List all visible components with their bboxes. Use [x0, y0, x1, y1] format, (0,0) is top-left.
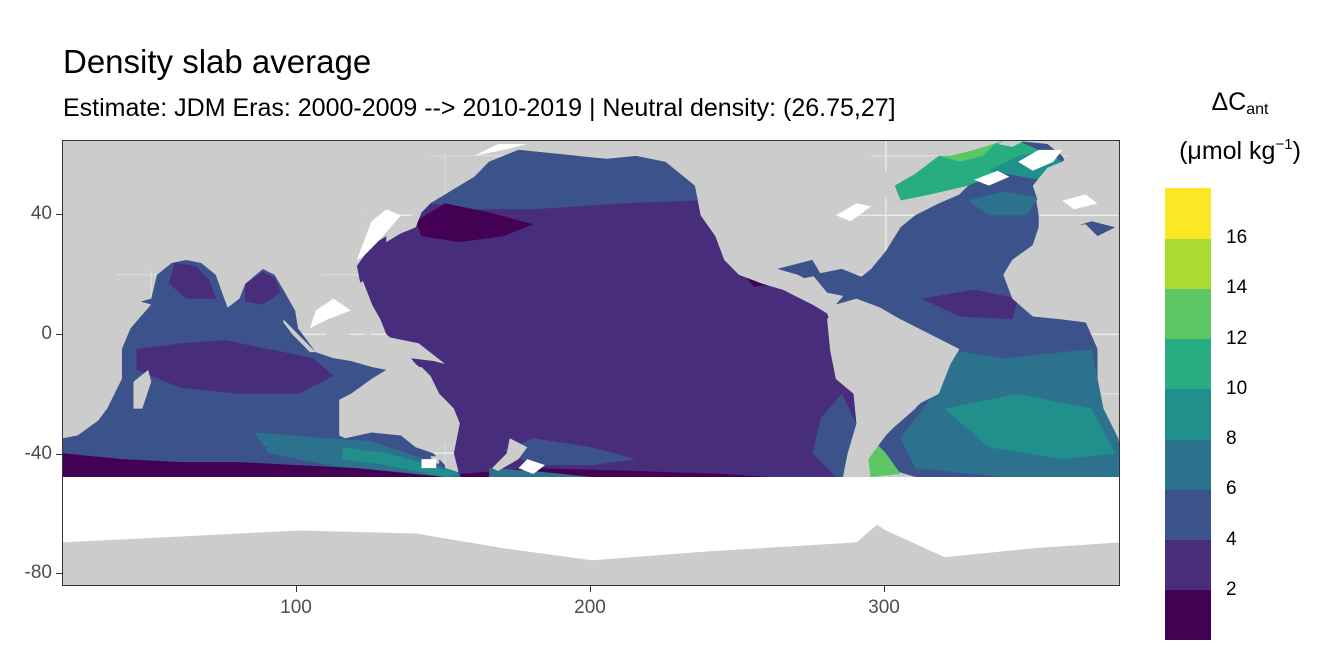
no-data-patch [835, 203, 872, 222]
india [215, 259, 263, 308]
no-data-band [63, 477, 1119, 561]
kuroshio-extension [415, 203, 534, 243]
agulhas-region [63, 432, 269, 457]
y-tickmark [56, 334, 62, 335]
indian-ocean-tropical [136, 340, 334, 394]
caribbean [812, 268, 872, 299]
legend-title: ΔCant [1211, 88, 1269, 118]
eurasia [63, 141, 519, 329]
legend-color-segment [1165, 489, 1211, 541]
bay-of-bengal [245, 271, 281, 305]
greenland [938, 141, 1004, 156]
x-tickmark [590, 586, 591, 592]
x-tick-label: 200 [574, 597, 606, 618]
new-guinea [389, 337, 446, 364]
south-atlantic-mode-water [944, 393, 1116, 460]
new-zealand [492, 438, 528, 471]
iceland [997, 141, 1024, 147]
subpolar-north-pacific [430, 149, 701, 210]
gulf-of-guinea [1062, 322, 1098, 350]
southeast-pacific [812, 393, 857, 483]
y-tick-label: -80 [24, 562, 52, 583]
no-data-patch [356, 209, 401, 260]
y-tickmark [56, 454, 62, 455]
legend-unit: (μmol kg−1) [1179, 136, 1301, 165]
sulawesi [356, 331, 372, 350]
map-panel [62, 140, 1120, 586]
chart-subtitle: Estimate: JDM Eras: 2000-2009 --> 2010-2… [63, 94, 896, 122]
legend-label: 4 [1226, 528, 1237, 550]
japan [386, 200, 431, 243]
europe [1032, 141, 1119, 204]
legend-label: 8 [1226, 428, 1237, 450]
arabian-sea [168, 262, 216, 299]
legend-color-segment [1165, 539, 1211, 591]
legend-color-segment [1165, 188, 1211, 239]
x-tickmark [884, 586, 885, 592]
y-tick-label: 40 [30, 203, 52, 224]
legend-label: 14 [1226, 277, 1248, 299]
subantarctic-band [342, 447, 460, 477]
no-data-patch [518, 459, 545, 474]
x-tickmark [296, 586, 297, 592]
north-atlantic-subpolar [894, 141, 1039, 201]
legend-label: 12 [1226, 327, 1248, 349]
africa [63, 239, 152, 439]
legend-color-segment [1165, 238, 1211, 289]
north-atlantic-drift [968, 191, 1039, 216]
no-data-patch [309, 298, 351, 329]
legend-color-segment [1165, 439, 1211, 490]
map-plot [63, 141, 1119, 585]
south-pacific-subtropical [503, 438, 637, 466]
legend-label: 16 [1226, 227, 1248, 249]
madagascar [133, 369, 152, 409]
antarctica [63, 524, 1119, 585]
southern-ocean-indian [63, 453, 446, 477]
pacific-ocean [356, 149, 863, 507]
x-tick-label: 300 [868, 597, 900, 618]
no-data-areas [63, 144, 1119, 561]
y-tick-label: -40 [24, 443, 52, 464]
no-data-patch [421, 459, 437, 469]
y-tickmark [56, 573, 62, 574]
south-america [827, 298, 960, 501]
no-data-patch [474, 144, 528, 156]
no-data-patch [974, 170, 1010, 186]
philippines [356, 280, 375, 317]
legend-color-segment [1165, 388, 1211, 440]
legend-colorbar [1165, 188, 1211, 641]
kamchatka [459, 155, 484, 183]
x-tick-label: 100 [280, 597, 312, 618]
tropical-atlantic [921, 289, 1019, 320]
north-america [577, 141, 895, 311]
y-tick-label: 0 [41, 323, 52, 344]
west-africa-europe [1003, 224, 1119, 323]
y-tickmark [56, 214, 62, 215]
australia [339, 367, 454, 451]
borneo [324, 313, 351, 347]
legend-label: 2 [1226, 578, 1237, 600]
legend-color-segment [1165, 338, 1211, 390]
legend-color-segment [1165, 288, 1211, 340]
legend-color-segment [1165, 589, 1211, 641]
legend-label: 10 [1226, 377, 1248, 399]
no-data-patch [1062, 194, 1098, 210]
legend-label: 6 [1226, 478, 1237, 500]
chart-title: Density slab average [63, 43, 372, 80]
no-data-patch [1018, 149, 1063, 171]
